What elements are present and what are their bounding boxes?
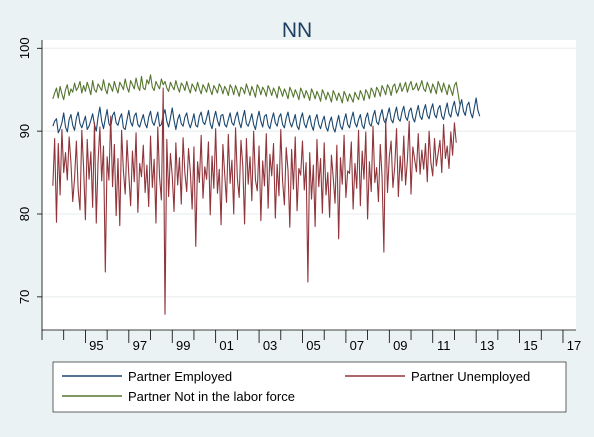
x-tick-label: 05 [306,338,320,353]
x-tick-label: 01 [219,338,233,353]
x-tick-label: 99 [176,338,190,353]
x-tick-label: 03 [263,338,277,353]
y-tick-label: 70 [17,290,32,304]
y-tick-label: 90 [17,124,32,138]
legend-label-1: Partner Unemployed [411,369,530,384]
gridlines [42,47,576,298]
chart-title: NN [282,19,312,42]
series-lines [52,74,481,315]
x-tick-label: 95 [89,338,103,353]
series-line-1 [52,87,457,315]
axes: 70 80 90 100 95 97 99 01 03 05 07 09 11 13 15 17 [17,37,581,353]
y-tick-label: 100 [17,37,32,59]
legend-box [52,361,567,413]
x-tick-label: 09 [393,338,407,353]
x-tick-label: 97 [133,338,147,353]
legend: Partner Employed Partner Unemployed Partne… [52,361,567,413]
series-line-0 [52,97,481,134]
x-tick-label: 11 [437,338,451,353]
legend-label-2: Partner Not in the labor force [128,389,295,404]
y-tick-label: 80 [17,207,32,221]
x-tick-label: 13 [480,338,494,353]
x-tick-label: 15 [523,338,537,353]
x-tick-label: 17 [567,338,581,353]
x-tick-label: 07 [350,338,364,353]
series-line-2 [52,74,461,105]
legend-label-0: Partner Employed [128,369,232,384]
